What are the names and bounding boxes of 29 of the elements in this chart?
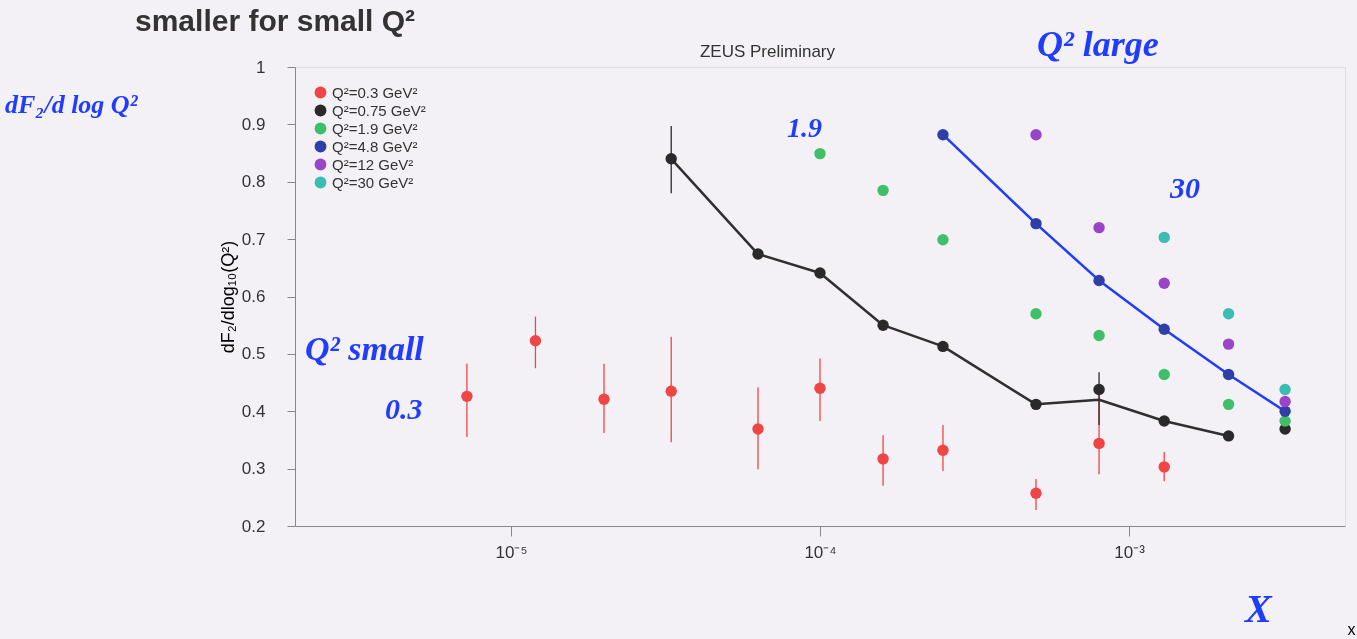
chart-subtitle: ZEUS Preliminary: [699, 42, 836, 61]
legend-label: Q²=1.9 GeV²: [332, 119, 418, 137]
legend-label: Q²=0.3 GeV²: [332, 83, 418, 101]
y-axis-title: dF₂/dlog₁₀(Q²): [217, 240, 238, 354]
x-tick-label: 10⁻³: [1114, 542, 1146, 562]
text: X: [1243, 586, 1273, 631]
y-tick-label: 0.6: [241, 287, 266, 306]
y-tick-label: 0.5: [241, 344, 266, 364]
x-axis-title: x: [1347, 620, 1356, 638]
y-tick-label: 0.9: [241, 114, 266, 134]
x-tick-label: 10⁻⁵: [495, 542, 528, 562]
legend-label: Q²=4.8 GeV²: [332, 137, 418, 155]
y-tick-label: 0.3: [241, 459, 266, 479]
y-tick-label: 0.8: [241, 172, 266, 192]
y-tick-label: 0.7: [241, 229, 266, 249]
chart-title: smaller for small Q²: [135, 4, 416, 37]
text: Q² large: [1037, 24, 1159, 64]
annotation: 0.3: [385, 392, 423, 425]
legend-label: Q²=30 GeV²: [332, 173, 414, 191]
annotation: 1.9: [787, 112, 822, 143]
text: dF₂/d log Q²: [5, 90, 139, 119]
y-tick-label: 0.4: [241, 401, 266, 421]
y-tick-label: 1: [256, 57, 266, 77]
legend-label: Q²=0.75 GeV²: [332, 101, 426, 119]
annotation: 30: [1169, 171, 1200, 204]
x-tick-label: 10⁻⁴: [804, 542, 837, 562]
y-tick-label: 0.2: [241, 516, 266, 536]
legend-label: Q²=12 GeV²: [332, 155, 414, 173]
annotation: Q² small: [305, 330, 425, 367]
